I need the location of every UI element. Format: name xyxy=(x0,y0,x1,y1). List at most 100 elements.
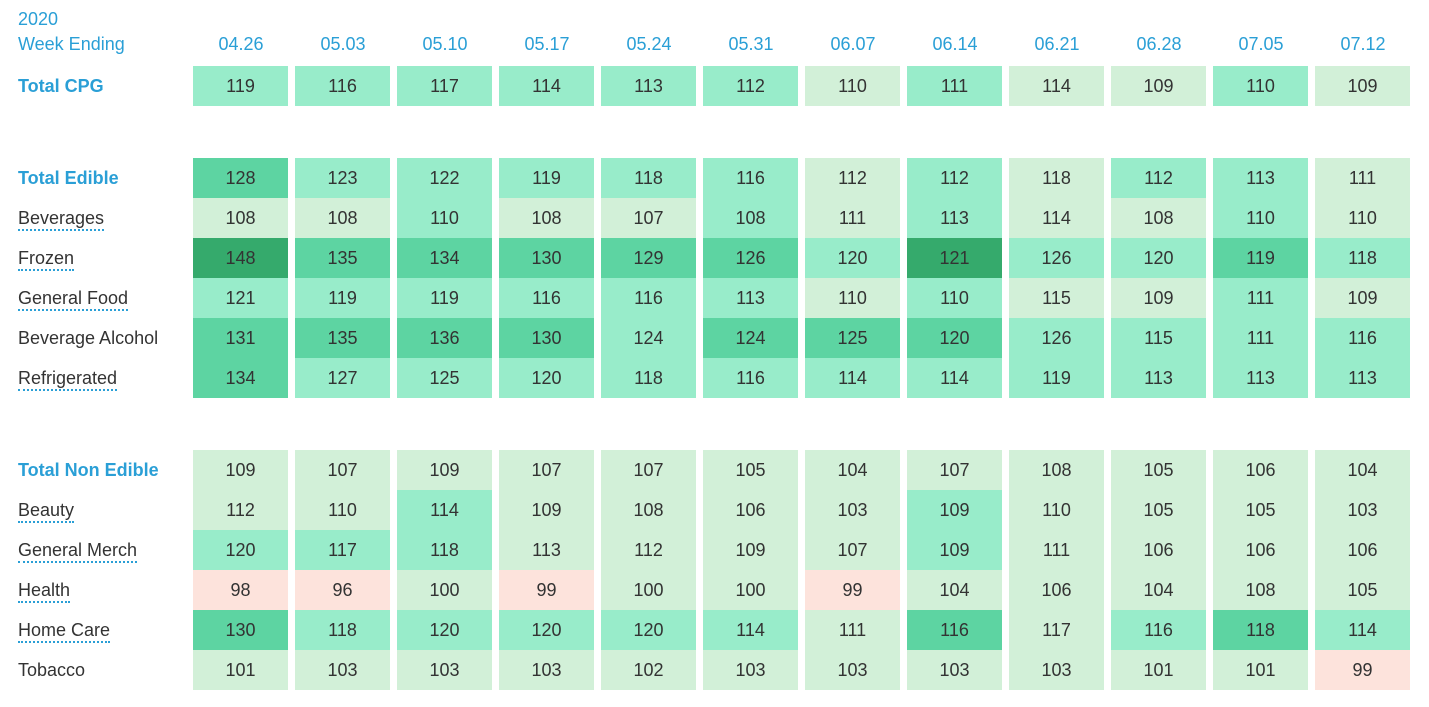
heatmap-cell: 118 xyxy=(1009,158,1104,198)
column-header: 05.10 xyxy=(422,34,468,54)
heatmap-cell: 116 xyxy=(1315,318,1410,358)
heatmap-cell: 108 xyxy=(295,198,390,238)
heatmap-cell: 124 xyxy=(601,318,696,358)
row-label-text: Frozen xyxy=(18,248,75,271)
heatmap-cell: 110 xyxy=(805,278,900,318)
heatmap-cell: 135 xyxy=(295,238,390,278)
column-header: 05.31 xyxy=(728,34,774,54)
heatmap-cell: 128 xyxy=(193,158,288,198)
heatmap-cell: 124 xyxy=(703,318,798,358)
row-label-text: Beverages xyxy=(18,208,105,231)
column-header: 07.12 xyxy=(1340,34,1386,54)
heatmap-cell: 100 xyxy=(703,570,798,610)
heatmap-cell: 110 xyxy=(397,198,492,238)
heatmap-cell: 109 xyxy=(1315,66,1410,106)
heatmap-cell: 105 xyxy=(1213,490,1308,530)
heatmap-cell: 106 xyxy=(1009,570,1104,610)
heatmap-cell: 116 xyxy=(499,278,594,318)
heatmap-cell: 122 xyxy=(397,158,492,198)
row-label[interactable]: Beverages xyxy=(18,198,105,238)
heatmap-cell: 111 xyxy=(1009,530,1104,570)
heatmap-cell: 118 xyxy=(1213,610,1308,650)
heatmap-cell: 120 xyxy=(805,238,900,278)
heatmap-cell: 113 xyxy=(499,530,594,570)
heatmap-cell: 120 xyxy=(193,530,288,570)
row-label-text: Home Care xyxy=(18,620,111,643)
heatmap-cell: 104 xyxy=(805,450,900,490)
heatmap-cell: 119 xyxy=(1009,358,1104,398)
column-header: 05.24 xyxy=(626,34,672,54)
row-label[interactable]: Refrigerated xyxy=(18,358,118,398)
row-label: Tobacco xyxy=(18,650,85,690)
heatmap-cell: 116 xyxy=(295,66,390,106)
row-label[interactable]: General Merch xyxy=(18,530,138,570)
heatmap-cell: 104 xyxy=(1315,450,1410,490)
heatmap-cell: 116 xyxy=(907,610,1002,650)
row-label[interactable]: Beauty xyxy=(18,490,75,530)
heatmap-cell: 119 xyxy=(1213,238,1308,278)
heatmap-cell: 114 xyxy=(1315,610,1410,650)
heatmap-cell: 114 xyxy=(1009,66,1104,106)
row-label-text: Beverage Alcohol xyxy=(18,328,159,348)
heatmap-cell: 125 xyxy=(397,358,492,398)
heatmap-cell: 110 xyxy=(805,66,900,106)
heatmap-cell: 110 xyxy=(1213,66,1308,106)
heatmap-cell: 126 xyxy=(1009,238,1104,278)
heatmap-cell: 118 xyxy=(1315,238,1410,278)
heatmap-cell: 109 xyxy=(193,450,288,490)
heatmap-cell: 119 xyxy=(397,278,492,318)
heatmap-cell: 104 xyxy=(907,570,1002,610)
heatmap-cell: 119 xyxy=(499,158,594,198)
heatmap-cell: 119 xyxy=(193,66,288,106)
heatmap-cell: 101 xyxy=(1111,650,1206,690)
row-label[interactable]: Frozen xyxy=(18,238,75,278)
heatmap-cell: 118 xyxy=(295,610,390,650)
heatmap-cell: 109 xyxy=(397,450,492,490)
heatmap-cell: 117 xyxy=(397,66,492,106)
heatmap-cell: 123 xyxy=(295,158,390,198)
heatmap-cell: 108 xyxy=(499,198,594,238)
heatmap-cell: 117 xyxy=(295,530,390,570)
heatmap-cell: 118 xyxy=(601,158,696,198)
row-label: Total Non Edible xyxy=(18,450,159,490)
heatmap-cell: 110 xyxy=(1315,198,1410,238)
row-label-text: Tobacco xyxy=(18,660,86,680)
heatmap-cell: 111 xyxy=(1213,278,1308,318)
heatmap-cell: 107 xyxy=(601,198,696,238)
heatmap-cell: 120 xyxy=(499,358,594,398)
heatmap-cell: 98 xyxy=(193,570,288,610)
heatmap-cell: 101 xyxy=(1213,650,1308,690)
heatmap-cell: 102 xyxy=(601,650,696,690)
row-label-text: Beauty xyxy=(18,500,75,523)
heatmap-cell: 113 xyxy=(601,66,696,106)
heatmap-cell: 110 xyxy=(1213,198,1308,238)
heatmap-cell: 130 xyxy=(193,610,288,650)
heatmap-cell: 106 xyxy=(1213,450,1308,490)
row-label[interactable]: Home Care xyxy=(18,610,111,650)
heatmap-cell: 114 xyxy=(907,358,1002,398)
row-label: Total CPG xyxy=(18,66,104,106)
heatmap-cell: 103 xyxy=(1315,490,1410,530)
heatmap-cell: 129 xyxy=(601,238,696,278)
heatmap-cell: 103 xyxy=(1009,650,1104,690)
row-label[interactable]: Health xyxy=(18,570,71,610)
heatmap-cell: 111 xyxy=(1213,318,1308,358)
heatmap-cell: 109 xyxy=(907,530,1002,570)
heatmap-cell: 110 xyxy=(907,278,1002,318)
heatmap-cell: 120 xyxy=(1111,238,1206,278)
heatmap-cell: 112 xyxy=(805,158,900,198)
week-ending-label: Week Ending xyxy=(18,34,125,54)
heatmap-cell: 111 xyxy=(1315,158,1410,198)
column-header: 05.03 xyxy=(320,34,366,54)
heatmap-cell: 108 xyxy=(601,490,696,530)
column-header: 06.28 xyxy=(1136,34,1182,54)
row-label[interactable]: General Food xyxy=(18,278,129,318)
column-header: 07.05 xyxy=(1238,34,1284,54)
heatmap-cell: 105 xyxy=(1111,490,1206,530)
heatmap-cell: 134 xyxy=(193,358,288,398)
heatmap-cell: 118 xyxy=(601,358,696,398)
heatmap-cell: 111 xyxy=(907,66,1002,106)
column-header: 05.17 xyxy=(524,34,570,54)
heatmap-cell: 120 xyxy=(601,610,696,650)
